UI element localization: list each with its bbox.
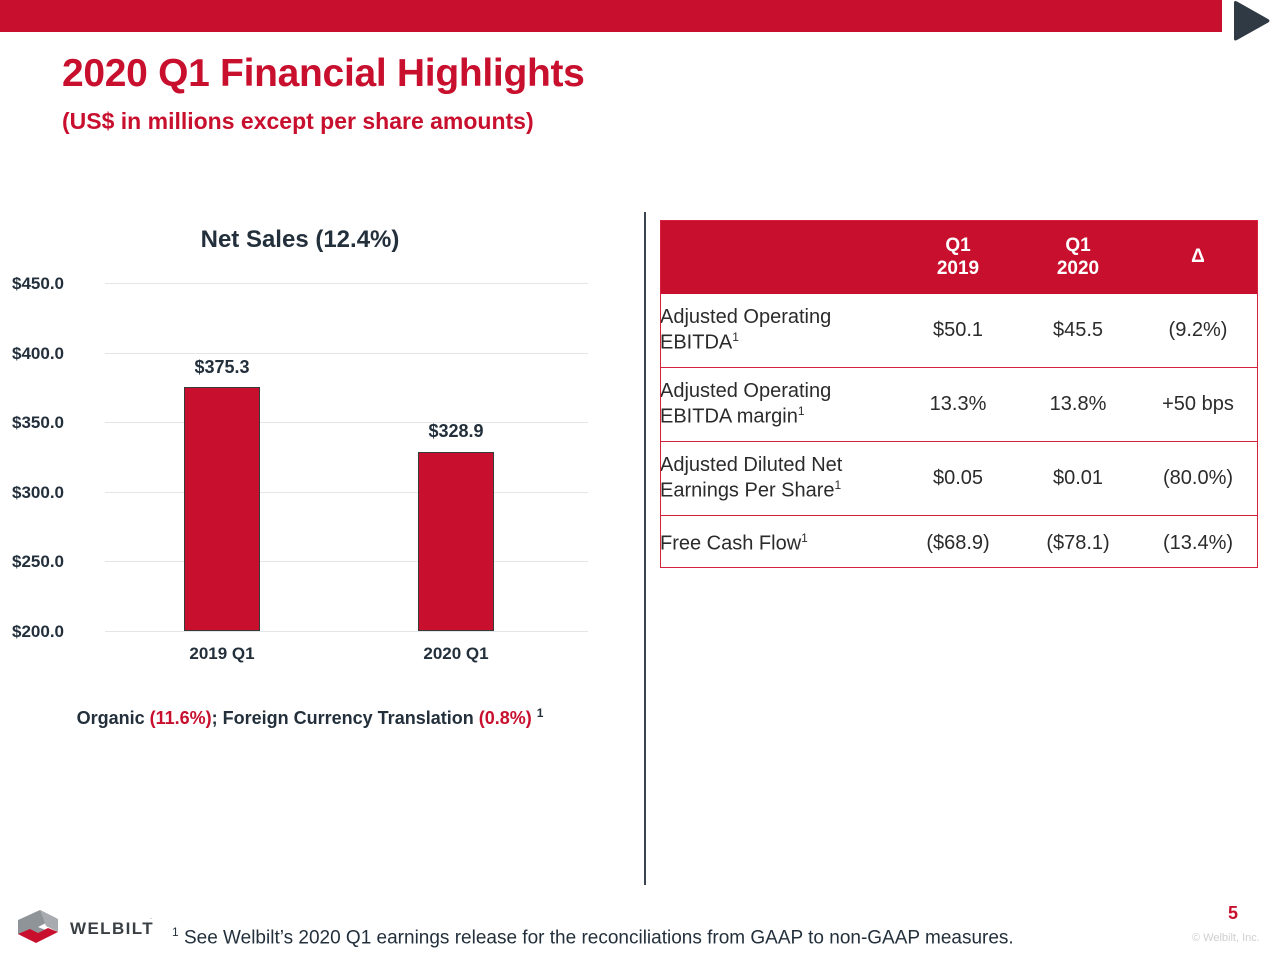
row-value-q1-2020: 13.8% <box>1018 367 1138 442</box>
row-value-q1-2019: $50.1 <box>932 319 984 341</box>
row-metric-line2: Earnings Per Share <box>660 479 835 502</box>
row-metric-line1: Free Cash Flow <box>660 532 802 555</box>
svg-text:WELBILT: WELBILT <box>70 919 154 938</box>
x-tick-2020-q1: 2020 Q1 <box>423 644 489 663</box>
column-header-q1-2020-line1: Q1 <box>1065 234 1091 256</box>
column-header-q1-2020-line2: 2020 <box>1056 258 1100 279</box>
row-metric-label: Free Cash Flow1 <box>660 515 898 571</box>
table-row: Adjusted Operating EBITDA margin1 13.3% … <box>660 367 1258 442</box>
row-metric-superscript: 1 <box>732 330 739 345</box>
row-value-q1-2019: $0.05 <box>898 441 1018 516</box>
table-body: Adjusted Operating EBITDA1 $50.1 $45.5 (… <box>660 294 1258 571</box>
y-tick-450: $450.0 <box>12 274 64 293</box>
column-header-q1-2019-line2: 2019 <box>936 258 980 279</box>
top-red-band <box>0 0 1222 32</box>
chart-title: Net Sales (12.4%) <box>200 226 400 253</box>
copyright-notice: © Welbilt, Inc. <box>1192 932 1260 944</box>
row-metric-line2: EBITDA <box>660 331 733 354</box>
row-metric-label: Adjusted Diluted Net Earnings Per Share1 <box>660 441 898 516</box>
page-subtitle: (US$ in millions except per share amount… <box>62 108 534 134</box>
x-tick-2019-q1: 2019 Q1 <box>189 644 255 663</box>
row-value-delta: (80.0%) <box>1138 441 1258 516</box>
row-value-q1-2020: $0.01 <box>1018 441 1138 516</box>
svg-text:˙: ˙ <box>150 917 153 926</box>
chart-footnote: Organic (11.6%); Foreign Currency Transl… <box>0 706 620 729</box>
gridline <box>105 283 588 284</box>
gridline <box>105 561 588 563</box>
gridline <box>105 631 588 632</box>
bar-2020-q1 <box>418 451 494 631</box>
row-metric-superscript: 1 <box>797 404 805 419</box>
chart-footnote-organic-value: (11.6%) <box>149 708 212 728</box>
table-header-row: Q1 2019 Q1 2020 Δ <box>660 220 1258 294</box>
welbilt-logo-icon: WELBILT ˙ <box>14 908 156 948</box>
chart-plot-area: $375.3 $328.9 2019 Q1 2020 Q1 <box>105 283 588 663</box>
row-metric-line1: Adjusted Operating <box>660 380 832 403</box>
column-header-q1-2019: Q1 2019 <box>898 220 1018 294</box>
row-metric-line1: Adjusted Operating <box>660 306 832 329</box>
bar-label-2020-q1: $328.9 <box>428 421 484 441</box>
column-header-metric <box>660 220 898 294</box>
column-header-q1-2019-line1: Q1 <box>945 234 971 256</box>
row-metric-label: Adjusted Operating EBITDA1 <box>660 294 898 368</box>
page-title: 2020 Q1 Financial Highlights <box>62 52 585 95</box>
row-value-delta: +50 bps <box>1138 367 1258 442</box>
play-triangle-icon <box>1226 0 1274 42</box>
table-row: Free Cash Flow1 ($68.9) ($78.1) (13.4%) <box>660 515 1258 571</box>
slide-footnote: 1 See Welbilt’s 2020 Q1 earnings release… <box>172 925 1014 949</box>
row-metric-line1: Adjusted Diluted Net <box>660 454 843 477</box>
page-number: 5 <box>1228 903 1239 923</box>
slide-footnote-text: See Welbilt’s 2020 Q1 earnings release f… <box>178 927 1014 949</box>
net-sales-chart: Net Sales (12.4%) $375.3 $328.9 2019 Q1 … <box>0 212 640 742</box>
bar-2019-q1 <box>184 386 260 631</box>
chart-footnote-organic-label: Organic <box>76 708 150 728</box>
chart-footnote-middle: ; Foreign Currency Translation <box>211 708 479 728</box>
row-value-q1-2020: ($78.1) <box>1018 515 1138 571</box>
chart-footnote-superscript: 1 <box>536 706 544 720</box>
gridline <box>105 352 588 354</box>
table-row: Adjusted Diluted Net Earnings Per Share1… <box>660 441 1258 516</box>
y-tick-350: $350.0 <box>12 413 64 433</box>
vertical-divider <box>644 212 646 885</box>
row-value-delta: (9.2%) <box>1168 319 1228 341</box>
table-header: Q1 2019 Q1 2020 Δ <box>660 220 1258 294</box>
slide-footnote-superscript: 1 <box>172 925 179 939</box>
table-row: Adjusted Operating EBITDA1 $50.1 $45.5 (… <box>660 294 1258 368</box>
row-metric-superscript: 1 <box>801 530 808 545</box>
chart-footnote-fx-value: (0.8%) <box>478 708 532 728</box>
row-value-q1-2019: ($68.9) <box>898 515 1018 571</box>
row-metric-superscript: 1 <box>834 478 842 493</box>
financial-metrics-table: Q1 2019 Q1 2020 Δ Adjusted Operating EBI… <box>660 220 1258 571</box>
y-tick-300: $300.0 <box>12 482 64 502</box>
y-tick-250: $250.0 <box>12 552 64 572</box>
column-header-delta: Δ <box>1191 246 1205 268</box>
gridline <box>105 422 588 424</box>
row-metric-line2: EBITDA margin <box>660 405 798 428</box>
y-tick-200: $200.0 <box>12 622 64 641</box>
row-value-q1-2019: 13.3% <box>898 367 1018 442</box>
column-header-q1-2020: Q1 2020 <box>1018 220 1138 294</box>
y-tick-400: $400.0 <box>12 343 64 363</box>
row-metric-label: Adjusted Operating EBITDA margin1 <box>660 367 898 442</box>
row-value-q1-2020: $45.5 <box>1052 319 1104 341</box>
row-value-delta: (13.4%) <box>1138 515 1258 571</box>
gridline <box>105 491 588 493</box>
bar-label-2019-q1: $375.3 <box>194 357 250 377</box>
